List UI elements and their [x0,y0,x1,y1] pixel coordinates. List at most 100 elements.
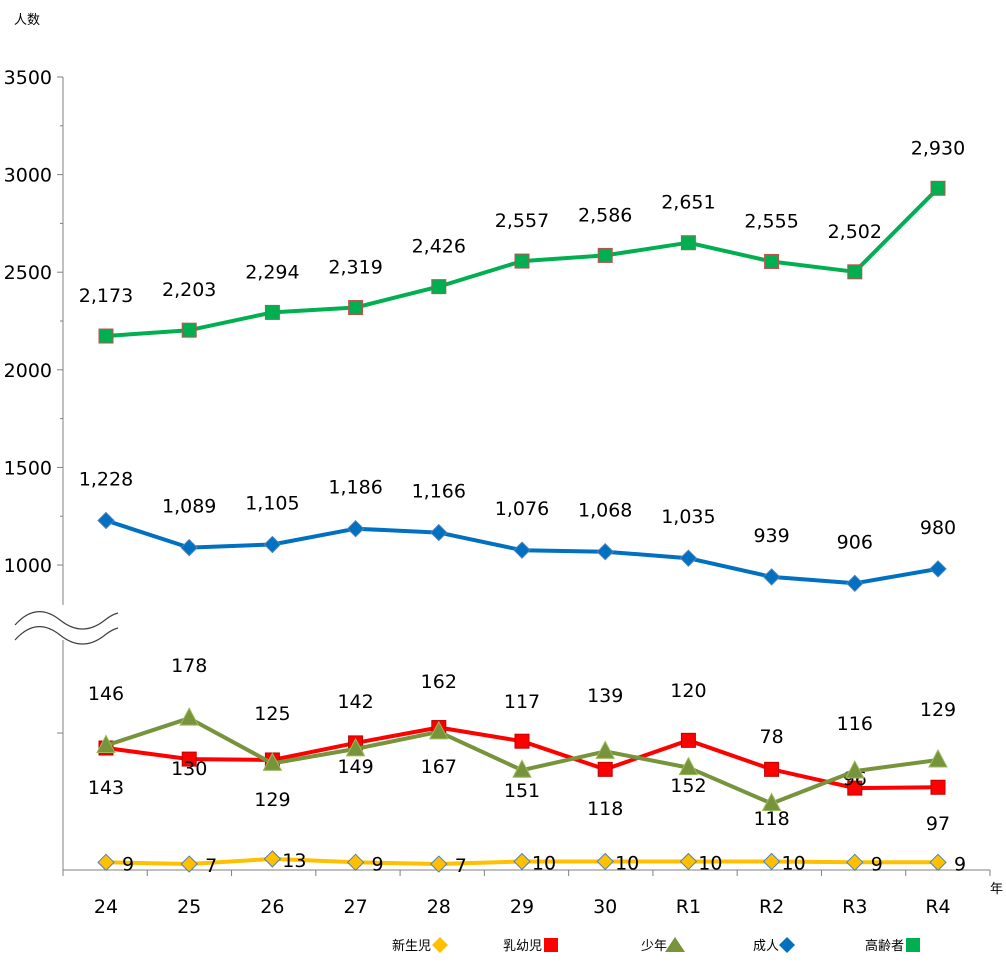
data-label-高齢者: 2,555 [744,210,798,232]
data-point-乳幼児 [930,779,946,795]
data-point-高齢者 [431,279,447,295]
legend-label: 少年 [641,939,667,954]
legend-label: 成人 [753,939,779,954]
data-point-新生児 [513,852,531,871]
legend-label: 高齢者 [865,938,904,954]
data-label-高齢者: 2,203 [162,279,216,301]
data-point-乳幼児 [181,751,197,767]
legend-marker [665,937,685,952]
data-point-成人 [679,549,698,567]
data-label-新生児: 7 [205,855,217,877]
data-label-少年: 78 [760,726,784,748]
x-tick-label: R2 [759,896,784,918]
data-point-新生児 [762,852,781,871]
data-label-乳幼児: 129 [254,789,290,811]
data-point-乳幼児 [680,732,696,748]
data-point-成人 [846,574,864,593]
data-point-成人 [180,538,198,557]
x-tick-label: 30 [593,896,617,918]
data-label-成人: 1,228 [79,468,133,490]
data-point-新生児 [180,855,198,873]
data-label-高齢者: 2,930 [911,137,965,159]
x-tick-label: 28 [427,896,451,918]
data-point-少年 [262,752,283,771]
x-axis-title: 年 [990,882,1003,897]
data-point-新生児 [430,855,448,873]
data-point-少年 [512,759,532,778]
data-point-乳幼児 [514,733,530,749]
data-label-乳幼児: 152 [670,775,706,797]
data-label-新生児: 9 [372,853,384,875]
data-label-成人: 1,089 [162,496,216,518]
y-tick-label: 3000 [4,165,52,187]
data-label-少年: 142 [337,691,373,713]
y-tick-label: 1000 [4,555,52,577]
data-point-高齢者 [181,322,197,338]
x-tick-label: 27 [344,896,368,918]
legend-marker [779,937,795,953]
data-point-高齢者 [514,253,530,269]
data-label-成人: 939 [753,525,789,547]
data-label-乳幼児: 143 [88,777,124,799]
data-label-少年: 125 [254,703,290,725]
data-label-新生児: 7 [455,855,467,877]
data-label-新生児: 10 [698,852,722,874]
x-tick-label: R4 [925,896,950,918]
data-label-新生児: 9 [871,853,883,875]
legend-marker [906,938,920,952]
y-tick-label: 1500 [4,457,52,479]
data-point-少年 [844,759,865,779]
data-point-高齢者 [847,264,863,280]
data-point-新生児 [263,850,282,868]
data-label-少年: 120 [670,680,706,702]
data-label-高齢者: 2,651 [661,192,715,214]
data-label-乳幼児: 118 [753,808,789,830]
data-label-少年: 117 [504,691,540,713]
data-point-高齢者 [764,253,780,269]
x-tick-label: 25 [177,896,201,918]
data-point-乳幼児 [764,761,780,777]
x-tick-label: 24 [94,896,118,918]
data-label-新生児: 9 [122,853,134,875]
data-label-新生児: 10 [615,852,639,874]
data-point-新生児 [596,852,614,871]
data-label-新生児: 9 [954,853,966,875]
data-point-成人 [346,519,365,538]
data-label-少年: 139 [587,685,623,707]
x-tick-label: 29 [510,896,534,918]
data-point-成人 [513,541,531,559]
data-label-成人: 1,186 [328,477,382,499]
data-point-乳幼児 [847,780,863,796]
data-point-高齢者 [930,180,946,196]
data-point-少年 [96,734,116,753]
data-label-少年: 129 [920,699,956,721]
legend-marker [432,937,448,953]
data-label-高齢者: 2,586 [578,204,632,226]
y-tick-label: 2000 [4,360,52,382]
data-label-新生児: 10 [782,852,806,874]
data-point-新生児 [929,853,947,872]
y-tick-label: 2500 [4,262,52,284]
data-point-高齢者 [348,300,364,316]
data-point-成人 [97,511,115,530]
data-label-成人: 906 [837,531,873,553]
data-label-新生児: 10 [532,852,556,874]
data-point-少年 [928,748,948,768]
data-label-乳幼児: 167 [421,756,457,778]
data-label-少年: 162 [421,671,457,693]
axis-break-wave [14,611,119,630]
data-label-高齢者: 2,557 [495,210,549,232]
data-point-乳幼児 [597,761,613,777]
data-point-成人 [762,568,781,586]
data-label-少年: 116 [837,713,873,735]
data-point-少年 [595,740,616,759]
data-label-乳幼児: 149 [337,756,373,778]
data-label-新生児: 13 [282,850,306,872]
data-point-高齢者 [98,328,114,344]
data-label-高齢者: 2,319 [328,257,382,279]
data-label-高齢者: 2,173 [79,285,133,307]
data-label-成人: 1,105 [245,493,299,515]
legend-marker [544,938,558,952]
